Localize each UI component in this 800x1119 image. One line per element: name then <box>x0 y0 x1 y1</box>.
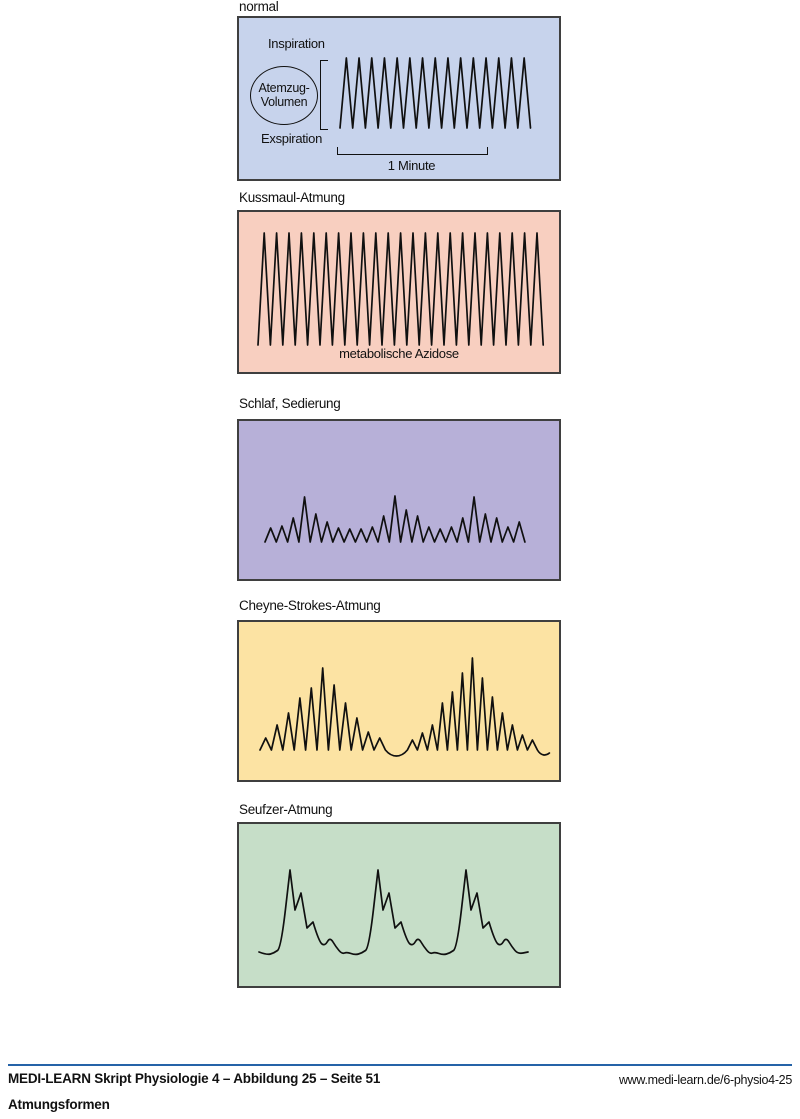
panel-title-sigh-breathing: Seufzer-Atmung <box>239 802 333 817</box>
footer-figure-caption: Atmungsformen <box>8 1097 110 1112</box>
footer-divider-line <box>8 1064 792 1066</box>
sigh-breathing-waveform <box>258 869 529 956</box>
panel-cheyne-stokes <box>237 620 561 782</box>
tidal-volume-label-line2: Volumen <box>260 94 308 109</box>
cheyne-stokes-waveform <box>259 657 551 757</box>
panel-title-kussmaul: Kussmaul-Atmung <box>239 190 345 205</box>
one-minute-label: 1 Minute <box>387 158 436 173</box>
one-minute-bracket <box>337 147 488 155</box>
panel-title-cheyne-stokes: Cheyne-Strokes-Atmung <box>239 598 381 613</box>
normal-breathing-waveform <box>339 57 532 129</box>
footer-url-text: www.medi-learn.de/6-physio4-25 <box>618 1073 792 1087</box>
panel-sleep-sedation <box>237 419 561 581</box>
sleep-sedation-waveform <box>264 495 526 543</box>
tidal-volume-ellipse: Atemzug- Volumen <box>250 66 318 125</box>
tidal-volume-bracket <box>320 60 328 130</box>
panel-title-normal: normal <box>239 0 279 14</box>
panel-normal: Inspiration Atemzug- Volumen Exspiration… <box>237 16 561 181</box>
footer-source-text: MEDI-LEARN Skript Physiologie 4 – Abbild… <box>8 1071 381 1086</box>
inspiration-label: Inspiration <box>268 36 325 51</box>
kussmaul-breathing-waveform <box>257 232 545 346</box>
panel-kussmaul: metabolische Azidose <box>237 210 561 374</box>
exspiration-label: Exspiration <box>261 131 323 146</box>
metabolic-acidosis-label: metabolische Azidose <box>339 346 459 361</box>
tidal-volume-label-line1: Atemzug- <box>258 81 310 95</box>
panel-title-sleep-sedation: Schlaf, Sedierung <box>239 396 341 411</box>
panel-sigh-breathing <box>237 822 561 988</box>
